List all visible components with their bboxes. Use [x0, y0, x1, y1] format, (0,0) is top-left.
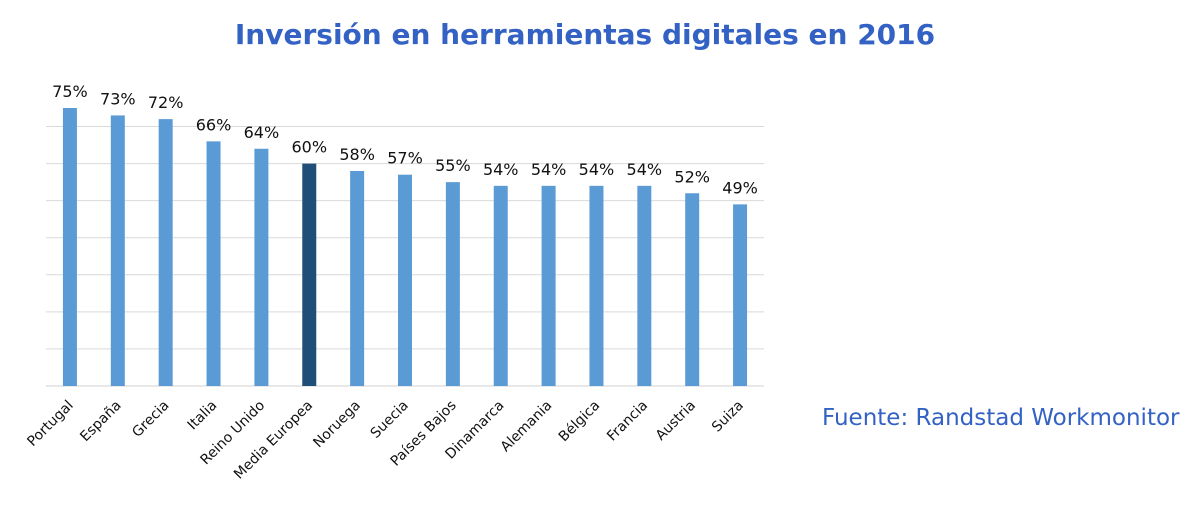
bar [493, 185, 508, 386]
category-tick-label: Grecia [129, 398, 172, 441]
category-tick-label: Francia [604, 398, 651, 445]
data-label: 57% [387, 149, 423, 168]
data-label: 54% [483, 160, 519, 179]
data-label: 52% [674, 167, 710, 186]
data-label: 49% [722, 178, 758, 197]
source-note: Fuente: Randstad Workmonitor [822, 405, 1180, 431]
data-label: 54% [579, 160, 615, 179]
data-label: 75% [52, 82, 88, 101]
data-label: 72% [148, 93, 184, 112]
data-label: 55% [435, 156, 471, 175]
bar [589, 185, 604, 386]
category-tick-label: Italia [185, 398, 221, 434]
data-label: 54% [627, 160, 663, 179]
bar [206, 141, 221, 386]
data-label: 64% [244, 123, 280, 142]
category-tick-label: Bélgica [556, 398, 603, 445]
bar [445, 182, 460, 386]
chart-title: Inversión en herramientas digitales en 2… [234, 18, 936, 51]
bar [350, 171, 365, 386]
bars [62, 108, 748, 387]
bar [110, 115, 125, 386]
data-label: 66% [196, 115, 232, 134]
bar [398, 174, 412, 386]
data-label: 58% [339, 145, 375, 164]
category-tick-label: Austria [653, 398, 699, 444]
bar [302, 163, 317, 386]
category-tick-label: Alemania [498, 398, 556, 456]
bar [541, 185, 556, 386]
bar [254, 148, 269, 386]
bar [637, 185, 652, 386]
data-labels: 75% 73% 72% 66% 64% 60% 58% 57% 55% 54% 54% 54% 54% 5… [52, 82, 758, 197]
data-label: 73% [100, 89, 136, 108]
bar [685, 193, 700, 386]
category-tick-label: Suiza [709, 398, 747, 436]
bar [62, 108, 77, 386]
bar [733, 204, 748, 386]
data-label: 60% [291, 138, 327, 157]
data-label: 54% [531, 160, 567, 179]
category-tick-label: Suecia [368, 398, 412, 442]
category-tick-label: Noruega [310, 398, 364, 452]
bar [158, 119, 173, 387]
category-tick-label: España [77, 398, 124, 445]
category-tick-label: Portugal [24, 398, 76, 450]
